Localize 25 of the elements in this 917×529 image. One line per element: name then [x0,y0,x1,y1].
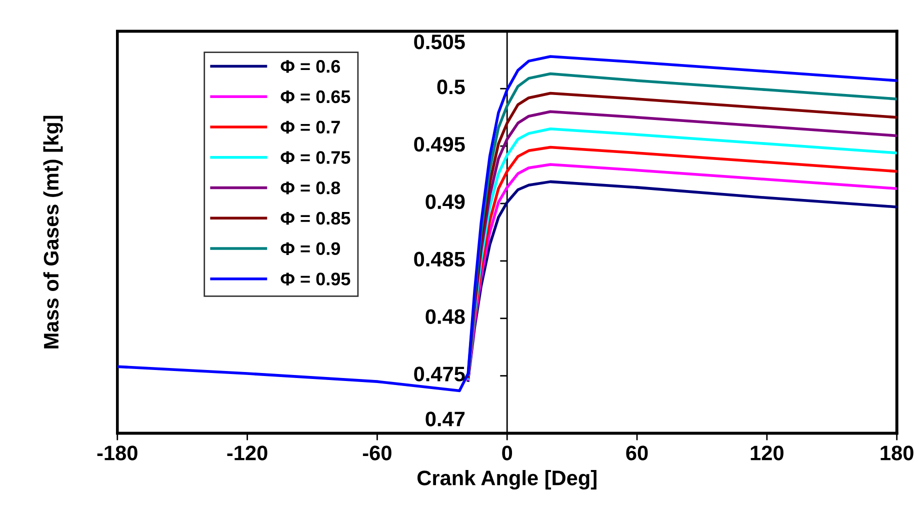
legend-label: Φ = 0.6 [280,60,340,73]
legend-label: Φ = 0.65 [280,90,350,104]
legend-label: Φ = 0.75 [280,151,350,164]
x-tick-label: 0 [502,446,512,460]
y-tick-label: 0.48 [426,309,465,324]
x-tick-label: -180 [97,446,138,460]
legend-label: Φ = 0.85 [280,212,350,225]
y-tick-label: 0.475 [414,366,465,382]
legend-label: Φ = 0.9 [280,242,340,256]
x-axis-title: Crank Angle [Deg] [417,470,596,490]
legend-label: Φ = 0.8 [280,181,340,194]
x-tick-label: 120 [750,446,784,460]
y-tick-label: 0.5 [437,79,465,94]
y-tick-label: 0.495 [414,136,465,152]
y-axis-title: Mass of Gases (mt) [kg] [43,116,63,348]
legend-label: Φ = 0.95 [280,272,350,286]
x-tick-label: -60 [362,446,392,460]
y-tick-label: 0.485 [414,252,465,267]
y-tick-label: 0.505 [414,34,465,50]
x-tick-label: 180 [880,446,914,460]
legend-label: Φ = 0.7 [280,120,340,134]
x-tick-label: 60 [626,446,648,460]
y-tick-label: 0.49 [426,194,465,210]
x-tick-label: -120 [227,446,268,460]
y-tick-label: 0.47 [426,412,465,426]
